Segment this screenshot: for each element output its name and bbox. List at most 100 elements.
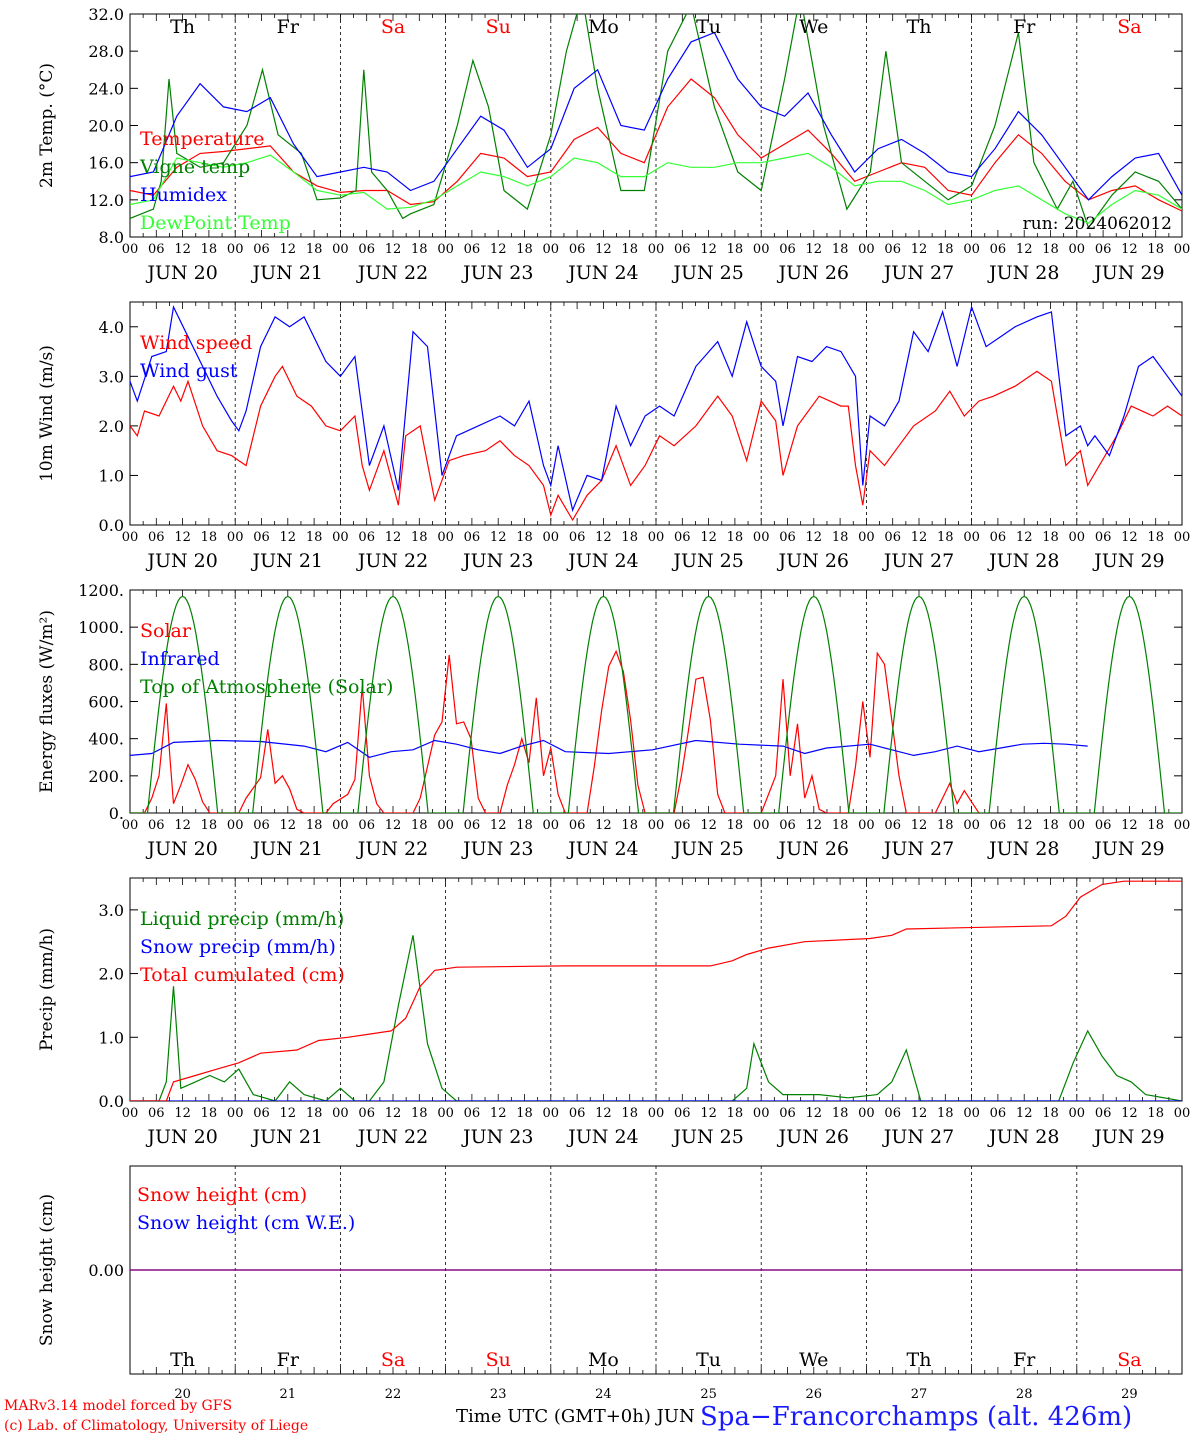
y-tick-label: 0.: [109, 804, 124, 823]
y-tick-label: 1.0: [99, 466, 124, 485]
hour-tick-label: 06: [464, 530, 481, 545]
run-annotation: run: 2024062012: [1023, 214, 1172, 234]
date-label: JUN 24: [566, 550, 638, 572]
hour-tick-label: 18: [411, 530, 428, 545]
hour-tick-label: 06: [884, 530, 901, 545]
hour-tick-label: 06: [779, 1106, 796, 1121]
hour-tick-label: 18: [832, 242, 849, 257]
hour-tick-label: 18: [1042, 1106, 1059, 1121]
hour-tick-label: 12: [806, 242, 823, 257]
hour-tick-label: 00: [227, 530, 244, 545]
hour-tick-label: 18: [411, 242, 428, 257]
y-axis-label: 2m Temp. (°C): [37, 63, 57, 188]
hour-tick-label: 18: [516, 242, 533, 257]
hour-tick-label: 18: [306, 530, 323, 545]
hour-tick-label: 18: [1147, 530, 1164, 545]
y-tick-label: 3.0: [99, 367, 124, 386]
hour-tick-label: 06: [148, 242, 165, 257]
weekday-label: We: [799, 16, 828, 38]
hour-tick-label: 00: [227, 242, 244, 257]
weekday-label: Fr: [1013, 1349, 1036, 1371]
hour-tick-label: 12: [490, 242, 507, 257]
hour-tick-label: 18: [516, 1106, 533, 1121]
day-number-label: 20: [174, 1387, 191, 1402]
date-label: JUN 24: [566, 1126, 638, 1148]
y-tick-label: 2.0: [99, 417, 124, 436]
hour-tick-label: 06: [569, 530, 586, 545]
hour-tick-label: 06: [884, 818, 901, 833]
weekday-label: Sa: [1117, 1349, 1141, 1371]
date-label: JUN 23: [461, 838, 533, 860]
hour-tick-label: 18: [1042, 530, 1059, 545]
y-tick-label: 0.0: [99, 1092, 124, 1111]
legend-temperature: Temperature: [140, 128, 264, 150]
hour-tick-label: 18: [1147, 242, 1164, 257]
series-top-of-atmosphere-solar-line: [130, 595, 1182, 813]
hour-tick-label: 12: [280, 818, 297, 833]
hour-tick-label: 12: [1016, 1106, 1033, 1121]
hour-tick-label: 00: [963, 1106, 980, 1121]
date-label: JUN 29: [1092, 550, 1164, 572]
date-label: JUN 29: [1092, 1126, 1164, 1148]
hour-tick-label: 00: [753, 1106, 770, 1121]
hour-tick-label: 00: [858, 530, 875, 545]
day-number-label: 21: [280, 1387, 297, 1402]
hour-tick-label: 12: [385, 1106, 402, 1121]
hour-tick-label: 12: [174, 530, 191, 545]
date-label: JUN 28: [987, 1126, 1059, 1148]
hour-tick-label: 00: [753, 818, 770, 833]
hour-tick-label: 12: [174, 818, 191, 833]
date-label: JUN 20: [145, 550, 217, 572]
hour-tick-label: 12: [1016, 530, 1033, 545]
weekday-label: Sa: [1117, 16, 1141, 38]
hour-tick-label: 06: [1095, 818, 1112, 833]
day-number-label: 29: [1121, 1387, 1138, 1402]
hour-tick-label: 06: [779, 818, 796, 833]
legend-top-of-atmosphere-solar: Top of Atmosphere (Solar): [140, 676, 393, 698]
panel-5: 0.00 Snow height (cm) Snow height (cm) Snow…: [37, 1165, 1183, 1402]
hour-tick-label: 12: [1016, 242, 1033, 257]
date-label: JUN 21: [251, 262, 323, 284]
hour-tick-label: 06: [674, 1106, 691, 1121]
weekday-label: Mo: [588, 1349, 619, 1371]
series-dewpoint-temp-line: [130, 152, 1182, 224]
date-label: JUN 26: [777, 262, 849, 284]
hour-tick-label: 06: [148, 818, 165, 833]
date-label: JUN 25: [671, 550, 743, 572]
date-label: JUN 25: [671, 838, 743, 860]
date-label: JUN 23: [461, 1126, 533, 1148]
hour-tick-label: 06: [148, 1106, 165, 1121]
hour-tick-label: 06: [990, 242, 1007, 257]
hour-tick-label: 12: [385, 530, 402, 545]
weekday-label: Th: [907, 16, 932, 38]
hour-tick-label: 06: [1095, 1106, 1112, 1121]
hour-tick-label: 12: [1121, 242, 1138, 257]
series-humidex-line: [130, 31, 1182, 201]
hour-tick-label: 00: [858, 818, 875, 833]
hour-tick-label: 12: [280, 242, 297, 257]
hour-tick-label: 12: [700, 242, 717, 257]
hour-tick-label: 00: [437, 1106, 454, 1121]
hour-tick-label: 06: [253, 530, 270, 545]
day-number-label: 25: [700, 1387, 717, 1402]
hour-tick-label: 06: [990, 818, 1007, 833]
hour-tick-label: 06: [674, 530, 691, 545]
hour-tick-label: 18: [1042, 818, 1059, 833]
series-wind-gust-line: [130, 304, 1182, 513]
hour-tick-label: 00: [648, 530, 665, 545]
hour-tick-label: 06: [884, 242, 901, 257]
date-label: JUN 20: [145, 1126, 217, 1148]
hour-tick-label: 06: [1095, 530, 1112, 545]
hour-tick-label: 00: [1174, 1106, 1191, 1121]
hour-tick-label: 00: [332, 242, 349, 257]
weekday-label: Mo: [588, 16, 619, 38]
hour-tick-label: 12: [806, 530, 823, 545]
series-liquid-precip-mm-h-line: [130, 935, 1182, 1101]
weekday-label: Fr: [277, 16, 300, 38]
y-tick-label: 1200.: [78, 581, 124, 600]
hour-tick-label: 12: [911, 530, 928, 545]
date-label: JUN 22: [356, 1126, 428, 1148]
hour-tick-label: 12: [806, 1106, 823, 1121]
hour-tick-label: 00: [332, 530, 349, 545]
